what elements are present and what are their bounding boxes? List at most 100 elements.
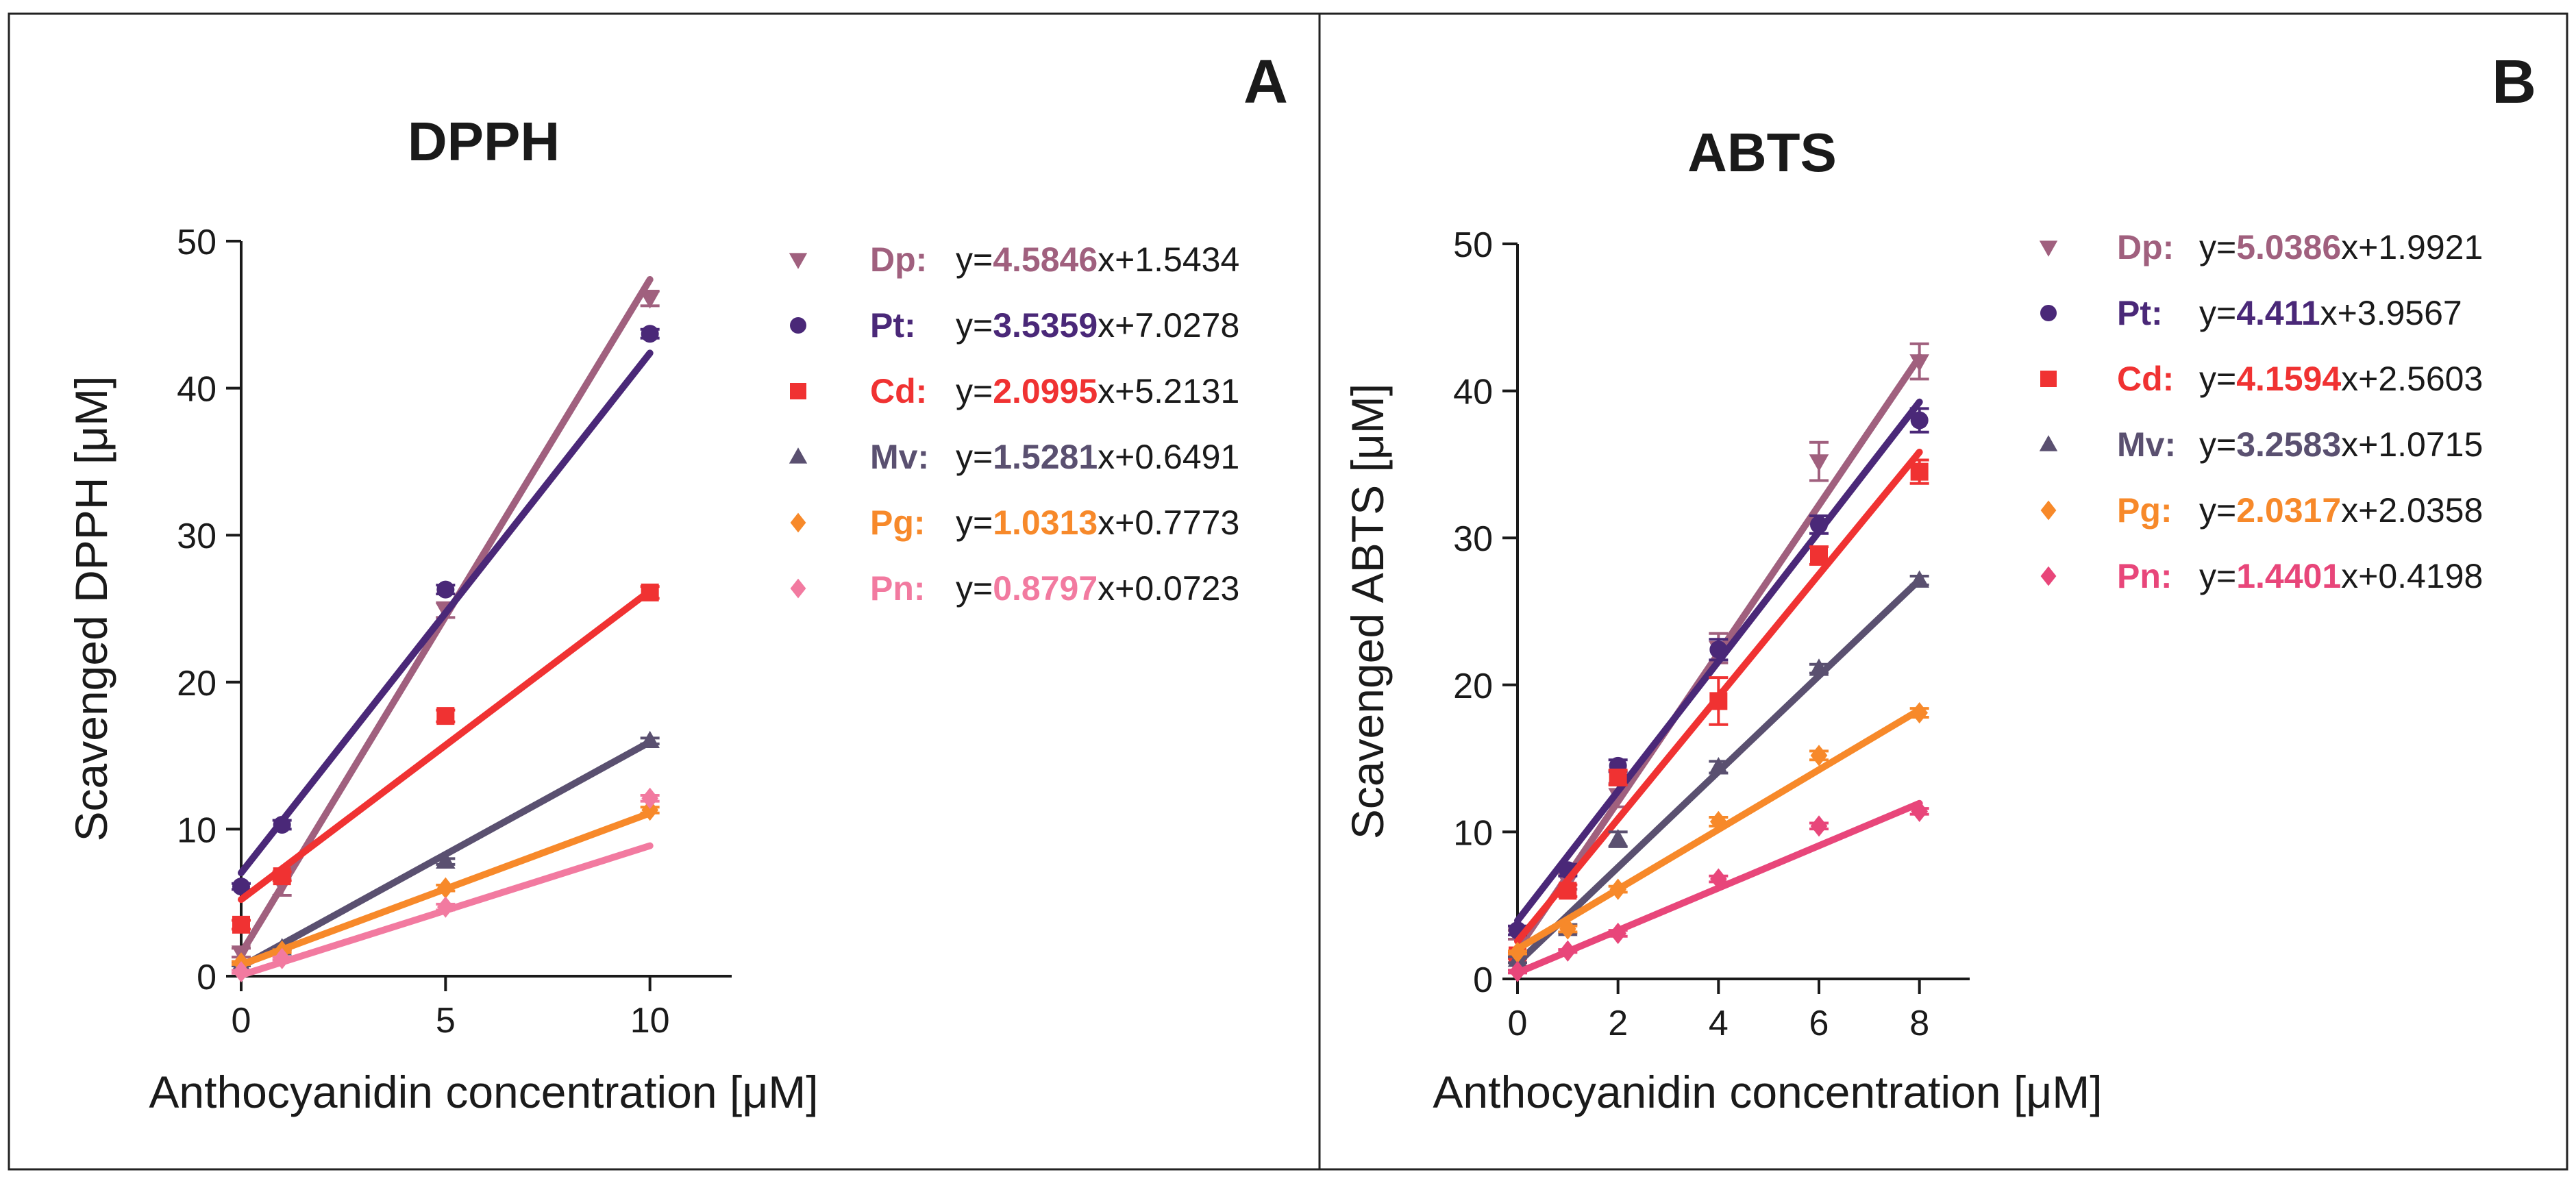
panel-a-data-point [640, 291, 660, 309]
panel-b-data-point [1509, 941, 1526, 963]
panel-b-x-tick-label: 2 [1608, 1004, 1628, 1043]
panel-a-y-tick-label: 40 [177, 370, 216, 410]
panel-a-legend-equation: y=3.5359x+7.0278 [956, 306, 1239, 345]
panel-a-legend-marker [789, 447, 808, 464]
panel-a-y-tick-label: 50 [177, 223, 216, 262]
panel-a-letter: A [1243, 48, 1288, 116]
panel-a-legend-marker [790, 512, 806, 533]
panel-b-legend-name: Mv: [2117, 425, 2176, 464]
panel-a-fit-line-1 [238, 349, 654, 877]
panel-b-y-tick-label: 50 [1453, 225, 1493, 265]
panel-b-data-point [1559, 940, 1576, 962]
panel-b-data-point [1559, 918, 1576, 940]
panel-b-data-point [1809, 454, 1829, 472]
panel-a-legend-equation: y=1.0313x+0.7773 [956, 504, 1239, 542]
panel-b-legend-name: Pg: [2117, 491, 2172, 530]
panel-b-plot: 0 10 20 30 40 50 0 2 4 6 8 Anthocyanidin concentrat… [1342, 225, 2103, 1117]
panel-a-data-point [641, 787, 659, 809]
panel-a-y-tick-label: 20 [177, 664, 216, 704]
panel-a-legend-name: Pt: [870, 306, 916, 345]
panel-b-data-point [1810, 745, 1828, 767]
panel-b: B ABTS 0 10 20 30 40 50 0 2 4 6 8 Anthocyanidin con… [1342, 48, 2536, 1117]
panel-b-x-axis-label: Anthocyanidin concentration [μM] [1433, 1067, 2102, 1117]
panel-a-legend-name: Pn: [870, 569, 926, 608]
panel-b-data-point [1559, 882, 1577, 900]
panel-a-data-point [273, 815, 291, 834]
panel-a-data-point [640, 730, 660, 749]
panel-b-legend-name: Cd: [2117, 360, 2174, 398]
panel-a-data-point [641, 799, 659, 821]
panel-a-data-point [436, 896, 454, 918]
panel-a: A DPPH 0 10 20 30 40 50 0 5 10 Anthocyanidin conc… [66, 48, 1288, 1117]
panel-b-frame [1318, 12, 2568, 1171]
panel-b-data-point [1810, 515, 1828, 534]
panel-b-legend-marker [2040, 305, 2057, 321]
panel-b-x-tick-label: 8 [1909, 1004, 1929, 1043]
panel-a-legend-equation: y=0.8797x+0.0723 [956, 569, 1239, 608]
panel-a-legend-name: Mv: [870, 438, 929, 476]
panel-a-legend-equation: y=4.5846x+1.5434 [956, 240, 1239, 279]
panel-a-data-point [436, 707, 455, 725]
panel-b-title: ABTS [1687, 122, 1837, 183]
panel-a-y-tick-label: 10 [177, 810, 216, 850]
panel-b-legend-marker [2040, 500, 2057, 521]
panel-a-legend-name: Pg: [870, 504, 926, 542]
panel-b-data-point [1911, 701, 1929, 724]
panel-b-legend-name: Dp: [2117, 228, 2174, 266]
panel-b-y-axis-label: Scavenged ABTS [μM] [1342, 384, 1393, 839]
panel-b-data-point [1709, 692, 1728, 710]
panel-a-legend-marker [790, 578, 806, 599]
panel-a-title: DPPH [408, 111, 560, 172]
panel-a-legend-equation: y=2.0995x+5.2131 [956, 372, 1239, 410]
panel-a-plot: 0 10 20 30 40 50 0 5 10 Anthocyanidin concentrati… [66, 223, 819, 1117]
panel-b-y-tick-label: 0 [1473, 960, 1493, 1000]
panel-a-data-point [641, 583, 659, 601]
panel-b-y-tick-label: 30 [1453, 519, 1493, 559]
panel-b-data-point [1810, 815, 1828, 837]
panel-a-legend-equation: y=1.5281x+0.6491 [956, 438, 1239, 476]
panel-b-data-point [1809, 658, 1829, 676]
panel-b-y-tick-label: 40 [1453, 373, 1493, 412]
panel-b-legend: Dp: y=5.0386x+1.9921 Pt: y=4.411x+3.9567 Cd:… [2039, 228, 2483, 595]
panel-a-data-point [232, 960, 250, 983]
panel-a-data-point [232, 878, 250, 896]
panel-b-legend-equation: y=5.0386x+1.9921 [2199, 228, 2483, 266]
panel-b-legend-equation: y=2.0317x+2.0358 [2199, 491, 2483, 530]
panel-a-legend-name: Dp: [870, 240, 927, 279]
panel-b-data-point [1709, 810, 1727, 832]
panel-a-y-axis-label: Scavenged DPPH [μM] [66, 376, 116, 842]
panel-a-data-point [436, 580, 455, 599]
panel-b-legend-marker [2040, 566, 2057, 586]
panel-b-legend-marker [2040, 371, 2057, 387]
panel-b-data-point [1709, 868, 1727, 890]
panel-a-data-point [273, 947, 291, 969]
panel-b-data-point [1709, 757, 1729, 775]
panel-b-legend-name: Pn: [2117, 557, 2172, 595]
panel-b-data-point [1709, 641, 1728, 659]
panel-b-data-point [1608, 829, 1628, 847]
panel-b-x-tick-label: 0 [1508, 1004, 1528, 1043]
panel-b-legend-equation: y=4.1594x+2.5603 [2199, 360, 2483, 398]
panel-b-data-point [1609, 922, 1627, 945]
panel-b-data-point [1609, 768, 1627, 786]
panel-a-legend-marker [789, 253, 808, 269]
panel-a-data-point [641, 325, 659, 343]
panel-b-legend-marker [2039, 435, 2058, 451]
panel-b-y-tick-label: 10 [1453, 813, 1493, 853]
panel-a-data-point [436, 851, 456, 869]
panel-b-data-point [1911, 800, 1929, 822]
panel-a-data-point [232, 915, 250, 934]
panel-a-x-tick-label: 10 [630, 1001, 670, 1041]
panel-b-data-point [1910, 411, 1929, 430]
panel-b-data-point [1909, 354, 1929, 372]
panel-b-y-tick-label: 20 [1453, 667, 1493, 706]
panel-b-data-point [1509, 960, 1526, 982]
panel-a-data-point [436, 877, 454, 899]
panel-b-data-point [1910, 462, 1929, 481]
panel-b-data-point [1909, 570, 1929, 588]
panel-b-x-tick-label: 6 [1809, 1004, 1829, 1043]
panel-b-legend-name: Pt: [2117, 294, 2163, 332]
panel-b-data-point [1810, 546, 1828, 564]
panel-b-x-tick-label: 4 [1709, 1004, 1729, 1043]
